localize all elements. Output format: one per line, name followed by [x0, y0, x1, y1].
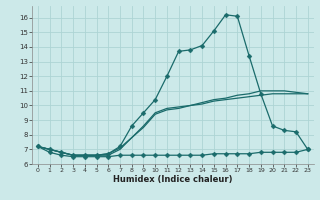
X-axis label: Humidex (Indice chaleur): Humidex (Indice chaleur) — [113, 175, 233, 184]
